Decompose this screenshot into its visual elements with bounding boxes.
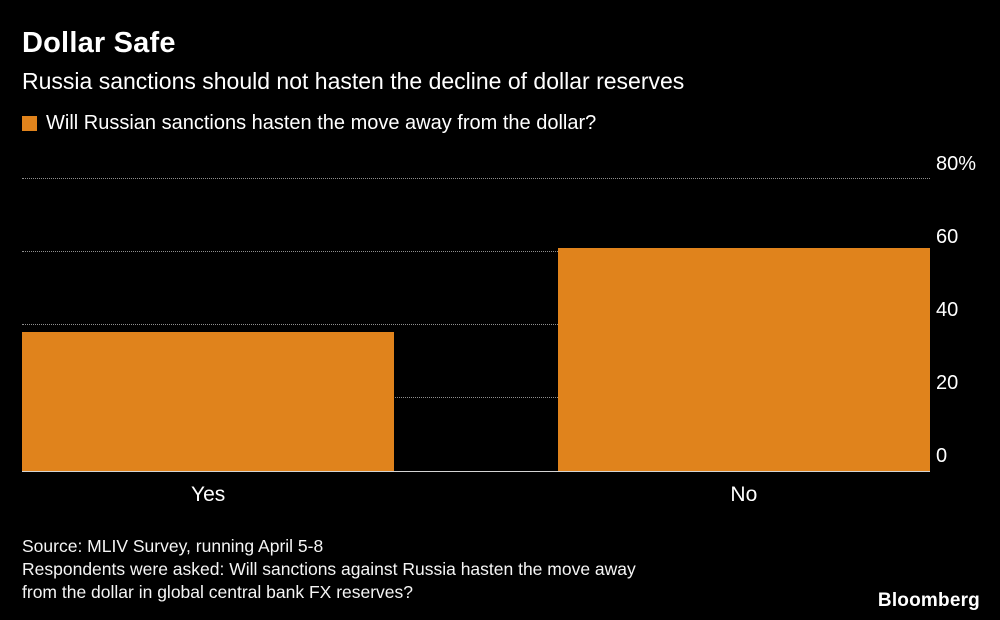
- legend: Will Russian sanctions hasten the move a…: [22, 111, 978, 135]
- bar-no: [557, 248, 930, 471]
- note-line-2: from the dollar in global central bank F…: [22, 582, 414, 602]
- x-category-label-yes: Yes: [190, 483, 226, 506]
- legend-swatch-icon: [22, 115, 37, 131]
- gridline-20: [22, 397, 930, 398]
- gridline-80: [22, 178, 930, 179]
- chart-footer: Source: MLIV Survey, running April 5-8 R…: [22, 535, 978, 604]
- page-title: Dollar Safe: [22, 27, 176, 59]
- y-tick-label-20: 20: [936, 372, 959, 394]
- y-tick-label-0: 0: [936, 445, 948, 467]
- gridline-40: [22, 324, 930, 325]
- source-line: Source: MLIV Survey, running April 5-8: [22, 536, 324, 556]
- legend-label: Will Russian sanctions hasten the move a…: [46, 111, 597, 134]
- y-tick-label-60: 60: [936, 226, 959, 248]
- plot-area: [22, 141, 930, 472]
- chart-subtitle: Russia sanctions should not hasten the d…: [22, 68, 685, 94]
- bar-yes: [22, 332, 395, 471]
- bloomberg-logo: Bloomberg: [877, 590, 980, 611]
- x-category-label-no: No: [730, 483, 758, 506]
- note-line-1: Respondents were asked: Will sanctions a…: [22, 559, 636, 579]
- y-axis: 0 20 40 60 80%: [936, 141, 1000, 471]
- x-axis: Yes No: [22, 475, 930, 509]
- bar-chart: 0 20 40 60 80% Yes No: [22, 141, 978, 509]
- y-tick-label-80: 80%: [936, 153, 977, 175]
- gridline-60: [22, 251, 930, 252]
- y-tick-label-40: 40: [936, 299, 959, 321]
